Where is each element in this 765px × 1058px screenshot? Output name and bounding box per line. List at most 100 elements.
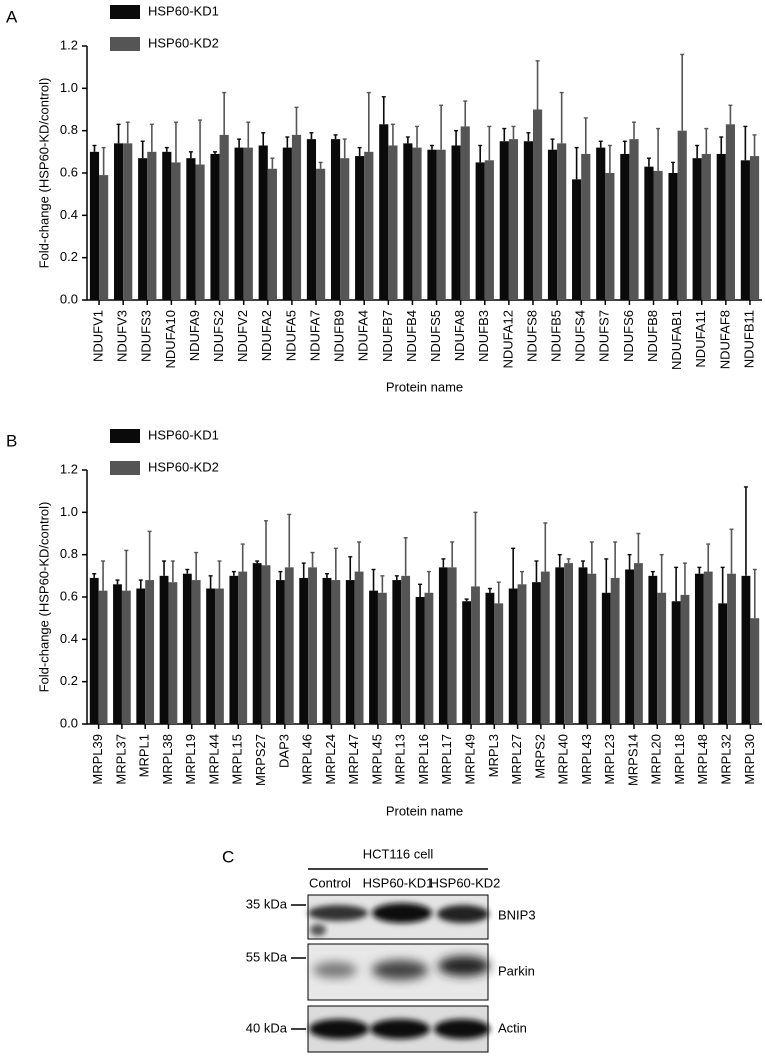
x-tick-label: NDUFS8 — [524, 310, 539, 362]
x-tick-label: NDUFS4 — [573, 310, 588, 362]
bar — [113, 584, 122, 724]
legend-label: HSP60-KD2 — [148, 35, 219, 50]
x-tick-label: MRPL17 — [439, 734, 454, 785]
x-tick-label: MRPL23 — [602, 734, 617, 785]
x-tick-label: MRPL3 — [486, 734, 501, 777]
bar — [354, 571, 364, 724]
bar — [291, 134, 302, 300]
band — [438, 956, 490, 976]
bar — [485, 592, 495, 724]
bar — [451, 145, 461, 300]
x-tick-label: NDUFA11 — [693, 310, 708, 368]
x-tick-label: NDUFA4 — [356, 310, 371, 361]
bar — [677, 130, 687, 300]
marker-label: 55 kDa — [246, 949, 288, 964]
bar — [99, 175, 109, 300]
bar — [182, 573, 192, 724]
bar — [540, 571, 550, 724]
y-tick-label: 1.0 — [60, 504, 78, 519]
bar — [191, 580, 201, 724]
x-tick-label: MRPL39 — [90, 734, 105, 785]
bar — [447, 567, 457, 724]
protein-label: BNIP3 — [498, 907, 536, 922]
bar — [234, 147, 244, 300]
x-tick-label: NDUFV2 — [235, 310, 250, 362]
y-tick-label: 0.6 — [60, 588, 78, 603]
bar — [340, 158, 350, 300]
bar — [694, 573, 704, 724]
bar — [668, 173, 678, 300]
bar — [508, 139, 519, 300]
bar — [215, 588, 224, 724]
x-axis-label: Protein name — [386, 379, 463, 394]
lane-label: HSP60-KD1 — [363, 875, 434, 890]
x-tick-label: MRPL47 — [346, 734, 361, 785]
bar — [377, 592, 387, 724]
bar — [261, 565, 271, 724]
x-tick-label: NDUFB11 — [741, 310, 756, 368]
x-tick-label: MRPL32 — [719, 734, 734, 785]
bar — [532, 582, 541, 724]
x-tick-label: MRPL46 — [300, 734, 315, 785]
x-tick-label: MRPL44 — [206, 734, 221, 785]
bar — [620, 153, 630, 300]
bar — [547, 149, 558, 300]
bar — [114, 143, 124, 300]
bar — [89, 151, 100, 300]
x-tick-label: NDUFA12 — [500, 310, 515, 369]
x-tick-label: DAP3 — [276, 734, 291, 768]
legend-label: HSP60-KD1 — [148, 3, 219, 18]
y-tick-label: 0.0 — [60, 291, 78, 306]
y-tick-label: 0.6 — [60, 164, 78, 179]
legend-label: HSP60-KD1 — [148, 427, 219, 442]
panel-label: C — [222, 847, 234, 866]
bar — [692, 158, 702, 300]
bar — [195, 164, 205, 300]
band — [434, 1019, 490, 1039]
x-tick-label: NDUFB8 — [645, 310, 660, 362]
bar — [412, 147, 422, 300]
bar — [701, 153, 711, 300]
x-tick-label: MRPS2 — [532, 734, 547, 779]
panel-label: A — [6, 7, 18, 26]
x-tick-label: NDUFB7 — [380, 310, 395, 362]
bar — [633, 563, 643, 724]
bar — [532, 109, 543, 300]
y-tick-label: 1.0 — [60, 80, 78, 95]
bar — [121, 590, 131, 724]
x-tick-label: NDUFS3 — [139, 310, 154, 362]
bar — [162, 151, 172, 300]
x-tick-label: NDUFV3 — [115, 310, 130, 362]
x-tick-label: MRPL37 — [113, 734, 128, 785]
bar — [123, 143, 133, 300]
blot-header: HCT116 cell — [363, 846, 434, 861]
legend-swatch — [110, 429, 140, 443]
x-tick-label: NDUFB9 — [332, 310, 347, 362]
bar — [725, 124, 735, 300]
x-tick-label: NDUFS5 — [428, 310, 443, 362]
bar — [89, 577, 99, 724]
lane-label: HSP60-KD2 — [430, 875, 501, 890]
x-tick-label: MRPL20 — [649, 734, 664, 785]
band — [309, 1019, 369, 1039]
x-tick-label: MRPL49 — [462, 734, 477, 785]
bar — [653, 170, 663, 300]
bar — [98, 590, 108, 724]
x-tick-label: MRPL48 — [695, 734, 710, 785]
bar — [267, 168, 277, 300]
bar — [718, 603, 728, 724]
y-tick-label: 1.2 — [60, 461, 78, 476]
bar — [750, 618, 760, 724]
x-tick-label: NDUFS7 — [597, 310, 612, 362]
bar — [462, 601, 472, 724]
bar — [517, 584, 527, 724]
bar — [229, 575, 239, 724]
band — [372, 960, 428, 980]
western-blot: C HCT116 cell Control HSP60-KD1 HSP60-KD… — [222, 846, 536, 1053]
bar — [159, 575, 169, 724]
bar — [648, 575, 658, 724]
x-tick-label: MRPL18 — [672, 734, 687, 785]
bar — [316, 168, 326, 300]
x-tick-label: NDUFV1 — [90, 310, 105, 362]
